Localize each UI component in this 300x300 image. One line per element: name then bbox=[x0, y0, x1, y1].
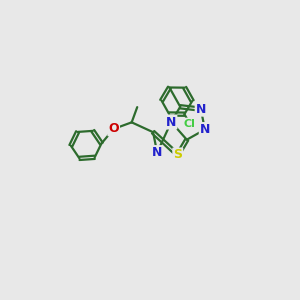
Text: Cl: Cl bbox=[184, 118, 196, 128]
Text: O: O bbox=[108, 122, 119, 135]
Text: N: N bbox=[196, 103, 206, 116]
Text: N: N bbox=[152, 146, 162, 159]
Text: N: N bbox=[200, 123, 210, 136]
Text: S: S bbox=[173, 148, 182, 161]
Text: N: N bbox=[166, 116, 176, 128]
